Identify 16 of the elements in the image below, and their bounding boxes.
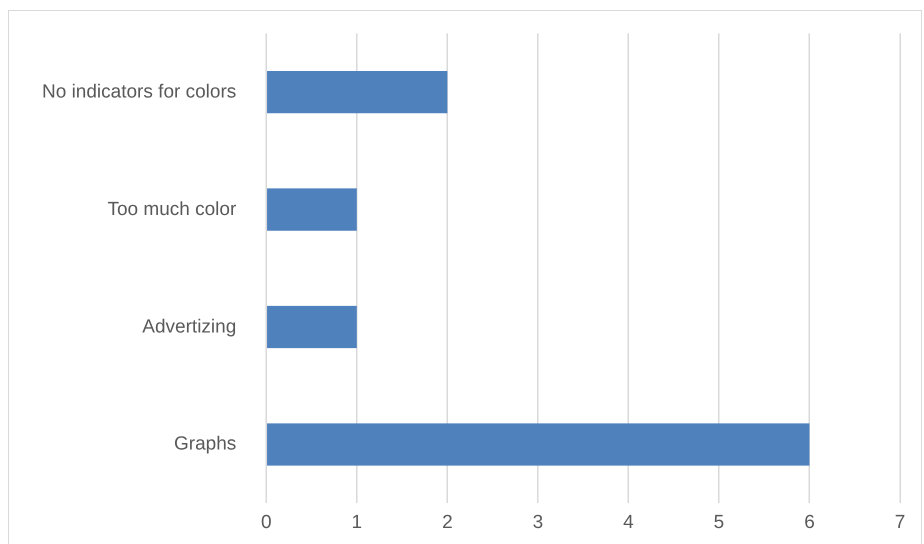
x-tick-label: 2 bbox=[442, 512, 453, 533]
x-tick-label: 5 bbox=[714, 512, 724, 533]
y-tick-label: No indicators for colors bbox=[42, 81, 236, 102]
bar bbox=[267, 70, 448, 114]
x-tick-label: 0 bbox=[261, 512, 272, 533]
x-tick-label: 1 bbox=[352, 512, 362, 533]
y-tick-label: Advertizing bbox=[142, 316, 236, 338]
bar bbox=[267, 188, 357, 231]
x-tick-label: 6 bbox=[804, 512, 815, 533]
x-tick-label: 3 bbox=[532, 512, 544, 533]
y-tick-label: Too much color bbox=[107, 198, 237, 220]
y-tick-label: Graphs bbox=[174, 434, 236, 455]
x-tick-label: 7 bbox=[894, 512, 906, 533]
x-tick-label: 4 bbox=[623, 512, 634, 533]
bar bbox=[267, 423, 810, 466]
bar bbox=[267, 306, 357, 348]
